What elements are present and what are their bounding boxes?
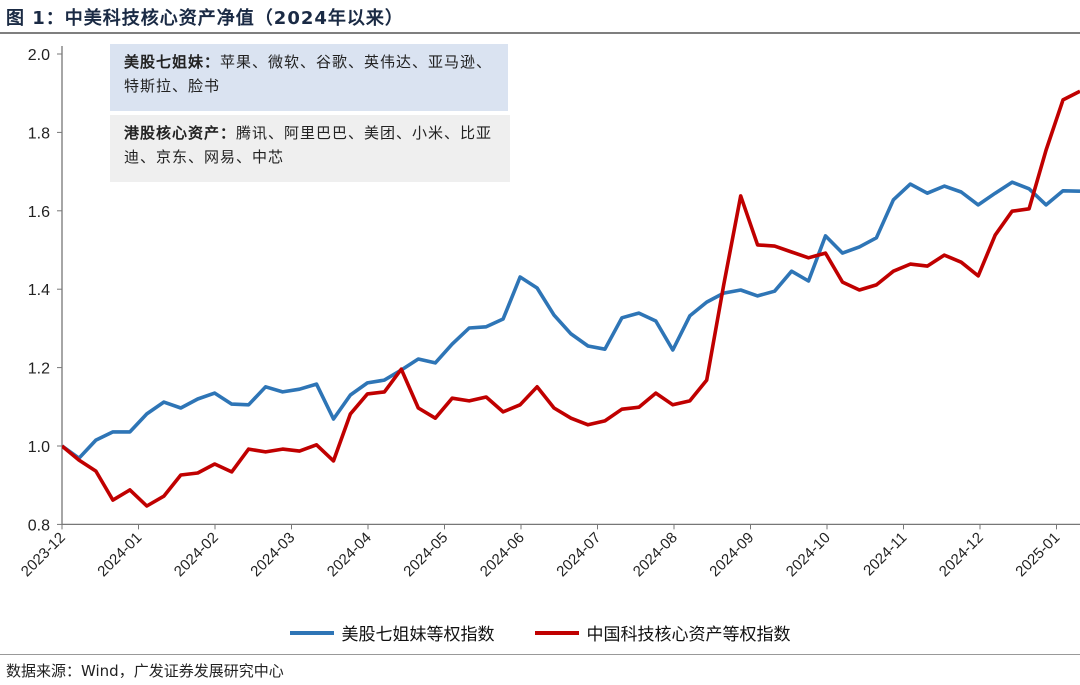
- x-tick-label: 2024-04: [324, 529, 375, 580]
- x-tick-label: 2024-06: [477, 529, 528, 580]
- x-tick-label: 2024-08: [630, 529, 681, 580]
- cn-series-line: [62, 89, 1080, 508]
- y-tick-label: 1.0: [28, 439, 50, 456]
- x-tick-label: 2024-05: [400, 529, 451, 580]
- us-members: 苹果、微软、谷歌、英伟达、亚马逊、特斯拉、脸书: [124, 53, 493, 95]
- us-series-line: [62, 180, 1080, 461]
- legend-item-cn: 中国科技核心资产等权指数: [534, 620, 791, 645]
- y-tick-label: 1.4: [28, 282, 50, 299]
- x-tick-label: 2024-03: [247, 529, 298, 580]
- legend-swatch-us: [289, 630, 334, 635]
- x-tick-label: 2024-07: [553, 529, 604, 580]
- y-tick-label: 0.8: [28, 517, 50, 534]
- x-tick-label: 2024-01: [94, 529, 145, 580]
- hk-stocks-annotation: 港股核心资产：腾讯、阿里巴巴、美团、小米、比亚迪、京东、网易、中芯: [110, 115, 510, 182]
- x-tick-label: 2025-01: [1012, 529, 1063, 580]
- y-tick-label: 1.8: [28, 125, 50, 142]
- y-tick-label: 2.0: [28, 47, 50, 64]
- y-tick-label: 1.6: [28, 204, 50, 221]
- x-tick-label: 2024-02: [171, 529, 222, 580]
- line-chart: 0.8 1.0 1.2 1.4 1.6 1.8 2.0 2023-12 2024-01 2024-…: [18, 46, 1080, 580]
- legend-swatch-cn: [534, 630, 579, 635]
- legend-item-us: 美股七姐妹等权指数: [289, 620, 495, 645]
- hk-members: 腾讯、阿里巴巴、美团、小米、比亚迪、京东、网易、中芯: [124, 124, 493, 166]
- source-note: 数据来源：Wind，广发证券发展研究中心: [6, 662, 284, 680]
- footer-divider: [0, 654, 1080, 655]
- us-stocks-annotation: 美股七姐妹：苹果、微软、谷歌、英伟达、亚马逊、特斯拉、脸书: [110, 44, 508, 111]
- x-tick-label: 2024-11: [860, 529, 910, 579]
- x-tick-label: 2023-12: [18, 529, 69, 580]
- hk-label: 港股核心资产：: [124, 124, 237, 142]
- chart-legend: 美股七姐妹等权指数 中国科技核心资产等权指数: [0, 620, 1080, 645]
- y-tick-label: 1.2: [28, 361, 50, 378]
- us-label: 美股七姐妹：: [124, 53, 221, 71]
- legend-label-cn: 中国科技核心资产等权指数: [586, 625, 791, 645]
- x-tick-label: 2024-10: [783, 529, 834, 580]
- x-tick-label: 2024-09: [706, 529, 757, 580]
- x-tick-label: 2024-12: [936, 529, 987, 580]
- chart-title: 图 1：中美科技核心资产净值（2024年以来）: [6, 8, 404, 29]
- title-divider: [0, 32, 1080, 34]
- legend-label-us: 美股七姐妹等权指数: [341, 625, 495, 645]
